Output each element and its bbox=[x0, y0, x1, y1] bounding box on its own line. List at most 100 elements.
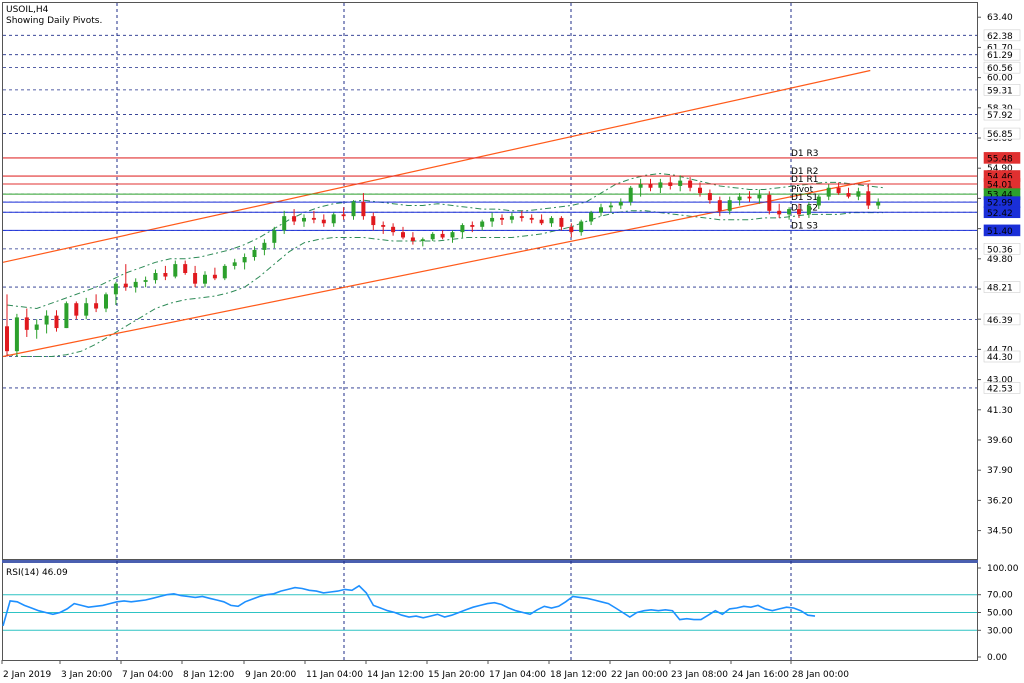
candle-bear bbox=[747, 196, 752, 199]
candle-bull bbox=[589, 212, 594, 222]
price-tick-label: 39.60 bbox=[987, 436, 1013, 446]
rsi-tick-label: 0.00 bbox=[987, 653, 1007, 663]
panel-separator[interactable] bbox=[2, 560, 978, 563]
candle-bear bbox=[193, 273, 198, 284]
candle-bull bbox=[351, 201, 356, 217]
candle-bull bbox=[272, 230, 277, 243]
level-label: 42.53 bbox=[987, 384, 1013, 394]
level-value-labels: 62.38 61.29 60.56 59.31 57.92 56.85 55.48 54.46… bbox=[983, 29, 1021, 394]
price-tick-label: 44.70 bbox=[987, 345, 1013, 355]
level-label-box bbox=[983, 152, 1021, 164]
candle-bull bbox=[113, 283, 118, 295]
candle-bull bbox=[678, 180, 683, 186]
candle-bull bbox=[242, 257, 247, 263]
level-label: 59.31 bbox=[987, 86, 1013, 96]
candle-bear bbox=[717, 200, 722, 211]
vertical-grid bbox=[116, 3, 792, 660]
level-label: 54.46 bbox=[987, 173, 1013, 183]
time-tick-label: 2 Jan 2019 bbox=[3, 670, 51, 680]
price-tick-label: 60.00 bbox=[987, 74, 1013, 84]
candle-bull bbox=[460, 225, 465, 233]
price-tick-label: 34.50 bbox=[987, 527, 1013, 537]
candle-bull bbox=[331, 214, 336, 224]
level-label-box bbox=[983, 84, 1021, 96]
candle-bull bbox=[153, 273, 158, 281]
candle-bull bbox=[727, 200, 732, 211]
time-tick-label: 15 Jan 20:00 bbox=[428, 670, 485, 680]
candle-bear bbox=[341, 214, 346, 217]
candle-bear bbox=[688, 180, 693, 188]
candle-bull bbox=[628, 187, 633, 202]
time-tick-label: 3 Jan 20:00 bbox=[61, 670, 113, 680]
level-label-box bbox=[983, 108, 1021, 121]
price-tick-label: 63.40 bbox=[987, 13, 1013, 23]
main-chart-frame bbox=[2, 2, 978, 560]
candle-bull bbox=[787, 209, 792, 215]
candle-bear bbox=[292, 216, 297, 222]
level-label: 62.38 bbox=[987, 32, 1013, 42]
candle-bear bbox=[311, 217, 316, 220]
level-label-box bbox=[983, 313, 1021, 326]
candle-bull bbox=[232, 262, 237, 266]
level-label-box bbox=[983, 382, 1021, 394]
price-tick-label: 37.90 bbox=[987, 466, 1013, 476]
candle-bull bbox=[490, 217, 495, 222]
level-label-box bbox=[983, 61, 1021, 74]
rsi-tick-label: 70.00 bbox=[987, 591, 1013, 601]
candle-bear bbox=[321, 219, 326, 224]
candle-bull bbox=[430, 233, 435, 240]
candle-bear bbox=[668, 182, 673, 186]
candle-bull bbox=[816, 196, 821, 206]
candle-bear bbox=[777, 210, 782, 215]
pivots-note: Showing Daily Pivots. bbox=[6, 16, 102, 26]
candle-bull bbox=[658, 182, 663, 188]
time-axis: 2 Jan 2019 3 Jan 20:00 7 Jan 04:00 8 Jan 12… bbox=[1, 660, 849, 680]
candle-bear bbox=[54, 315, 59, 329]
candle-bear bbox=[500, 217, 504, 220]
rsi-label: RSI(14) 46.09 bbox=[6, 568, 68, 578]
candle-bull bbox=[806, 205, 811, 215]
horizontal-grid bbox=[3, 34, 977, 389]
rsi-tick-label: 50.00 bbox=[987, 609, 1013, 619]
time-tick-label: 8 Jan 12:00 bbox=[183, 670, 235, 680]
candle-bull bbox=[509, 216, 514, 220]
candle-bear bbox=[767, 194, 772, 211]
candle-bear bbox=[866, 191, 871, 206]
candle-bear bbox=[381, 225, 386, 227]
level-label-box bbox=[983, 127, 1021, 140]
pivot-name-label: D1 R2 bbox=[791, 167, 819, 177]
price-tick-label: 36.20 bbox=[987, 496, 1013, 506]
candle-bear bbox=[470, 225, 475, 227]
candle-bear bbox=[797, 209, 801, 215]
candle-bull bbox=[262, 242, 267, 250]
time-tick-label: 18 Jan 12:00 bbox=[550, 670, 607, 680]
candle-bull bbox=[14, 317, 19, 352]
level-label: 55.48 bbox=[987, 154, 1013, 164]
candle-bear bbox=[371, 216, 376, 226]
rsi-tick-label: 30.00 bbox=[987, 626, 1013, 636]
candle-bull bbox=[143, 280, 148, 282]
lower-trendline bbox=[2, 180, 871, 358]
level-label-box bbox=[983, 224, 1021, 237]
time-tick-label: 17 Jan 04:00 bbox=[489, 670, 546, 680]
level-label: 50.36 bbox=[987, 245, 1013, 255]
pivot-name-label: D1 S3 bbox=[791, 221, 818, 231]
pivot-name-label: Pivot bbox=[791, 185, 814, 195]
candle-bear bbox=[5, 326, 9, 352]
candle-bull bbox=[856, 191, 861, 197]
rsi-panel-frame bbox=[2, 562, 978, 661]
candle-bear bbox=[539, 219, 544, 224]
level-label-box bbox=[983, 243, 1021, 255]
candle-bear bbox=[74, 303, 79, 316]
level-label: 52.42 bbox=[987, 209, 1013, 219]
candle-bull bbox=[133, 281, 138, 288]
price-tick-label: 54.90 bbox=[987, 164, 1013, 174]
symbol-label: USOIL,H4 bbox=[6, 5, 49, 15]
time-tick-label: 11 Jan 04:00 bbox=[306, 670, 363, 680]
candle-bull bbox=[104, 294, 108, 309]
candle-bear bbox=[698, 187, 702, 194]
candle-bear bbox=[569, 226, 574, 233]
time-tick-label: 22 Jan 00:00 bbox=[611, 670, 668, 680]
price-tick-label: 61.70 bbox=[987, 43, 1013, 53]
